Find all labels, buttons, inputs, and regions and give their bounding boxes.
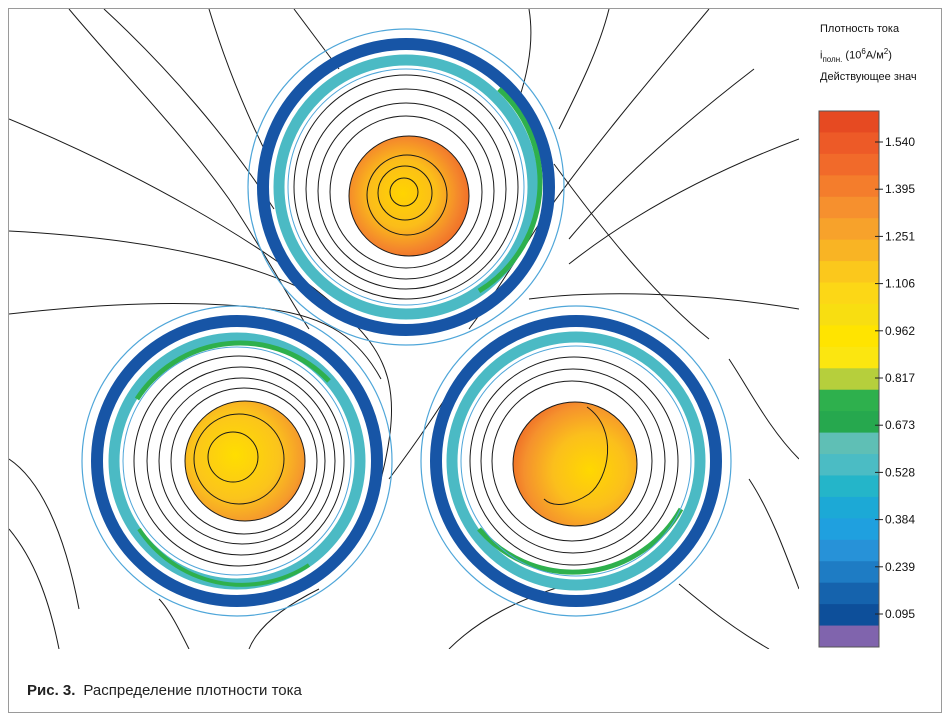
legend-subtitle: Действующее знач xyxy=(820,71,917,83)
scale-label: 1.540 xyxy=(885,135,915,149)
cable-right xyxy=(420,305,732,617)
scale-label: 0.384 xyxy=(885,513,915,527)
color-swatch xyxy=(819,239,879,262)
color-swatch xyxy=(819,411,879,434)
color-swatch xyxy=(819,625,879,648)
color-swatch xyxy=(819,303,879,326)
field-plot-svg xyxy=(9,9,799,649)
color-swatch xyxy=(819,518,879,541)
color-scale: 1.540 1.395 1.251 1.106 0.962 0.817 0.673 0.528… xyxy=(818,110,915,648)
cable-left xyxy=(81,305,393,617)
caption-text: Распределение плотности тока xyxy=(83,682,302,699)
scale-label: 0.528 xyxy=(885,465,915,479)
color-swatch xyxy=(819,196,879,219)
scale-label: 1.251 xyxy=(885,229,915,243)
color-scale-border xyxy=(818,110,880,648)
color-swatch xyxy=(819,325,879,348)
color-swatch xyxy=(819,454,879,476)
color-swatch xyxy=(819,175,879,198)
color-swatch xyxy=(819,475,879,498)
color-swatch xyxy=(819,261,879,284)
color-legend: Плотность тока iполн. (106A/м2) Действую… xyxy=(800,9,941,649)
color-swatch xyxy=(819,218,879,241)
color-swatch xyxy=(819,132,879,155)
scale-label: 1.106 xyxy=(885,277,915,291)
color-swatch xyxy=(819,561,879,584)
scale-label: 0.239 xyxy=(885,560,915,574)
color-swatch xyxy=(819,432,879,455)
scale-label: 1.395 xyxy=(885,182,915,196)
field-plot xyxy=(9,9,799,649)
cable-top xyxy=(247,28,565,346)
color-swatch xyxy=(819,282,879,305)
color-swatch xyxy=(819,111,879,133)
scale-label: 0.817 xyxy=(885,371,915,385)
figure-label: Рис. 3. xyxy=(27,682,76,699)
scale-label: 0.962 xyxy=(885,324,915,338)
legend-units: iполн. (106A/м2) xyxy=(820,47,892,64)
scale-label: 0.095 xyxy=(885,607,915,621)
color-swatch xyxy=(819,539,879,562)
color-swatch xyxy=(819,604,879,627)
color-swatch xyxy=(819,153,879,176)
legend-title: Плотность тока xyxy=(820,23,900,35)
color-swatch xyxy=(819,389,879,412)
color-swatch xyxy=(819,368,879,391)
scale-label: 0.673 xyxy=(885,418,915,432)
color-swatch xyxy=(819,346,879,369)
color-swatch xyxy=(819,582,879,605)
color-swatch xyxy=(819,496,879,519)
figure-caption: Рис. 3. Распределение плотности тока xyxy=(27,682,302,699)
